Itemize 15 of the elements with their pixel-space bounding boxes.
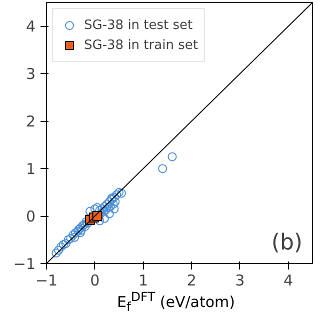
x-tick-label: 2 [186, 272, 196, 290]
y-tick-label: 1 [26, 160, 36, 178]
y-tick-label: −1 [13, 255, 36, 273]
legend-label: SG-38 in test set [84, 18, 193, 32]
x-tick-label: 3 [235, 272, 245, 290]
annotation: (b) [271, 230, 303, 256]
legend-label: SG-38 in train set [84, 38, 198, 52]
y-tick-label: 4 [26, 18, 36, 36]
x-tick-label: 1 [138, 272, 148, 290]
x-tick-label: 0 [90, 272, 100, 290]
y-tick-label: 2 [26, 112, 36, 131]
x-axis-title: E$_{f}$$^{DFT}$ (eV/atom) [116, 288, 236, 316]
x-tick-label: 4 [284, 272, 294, 290]
y-tick-label: 0 [26, 208, 36, 226]
y-tick-label: 3 [26, 65, 36, 84]
